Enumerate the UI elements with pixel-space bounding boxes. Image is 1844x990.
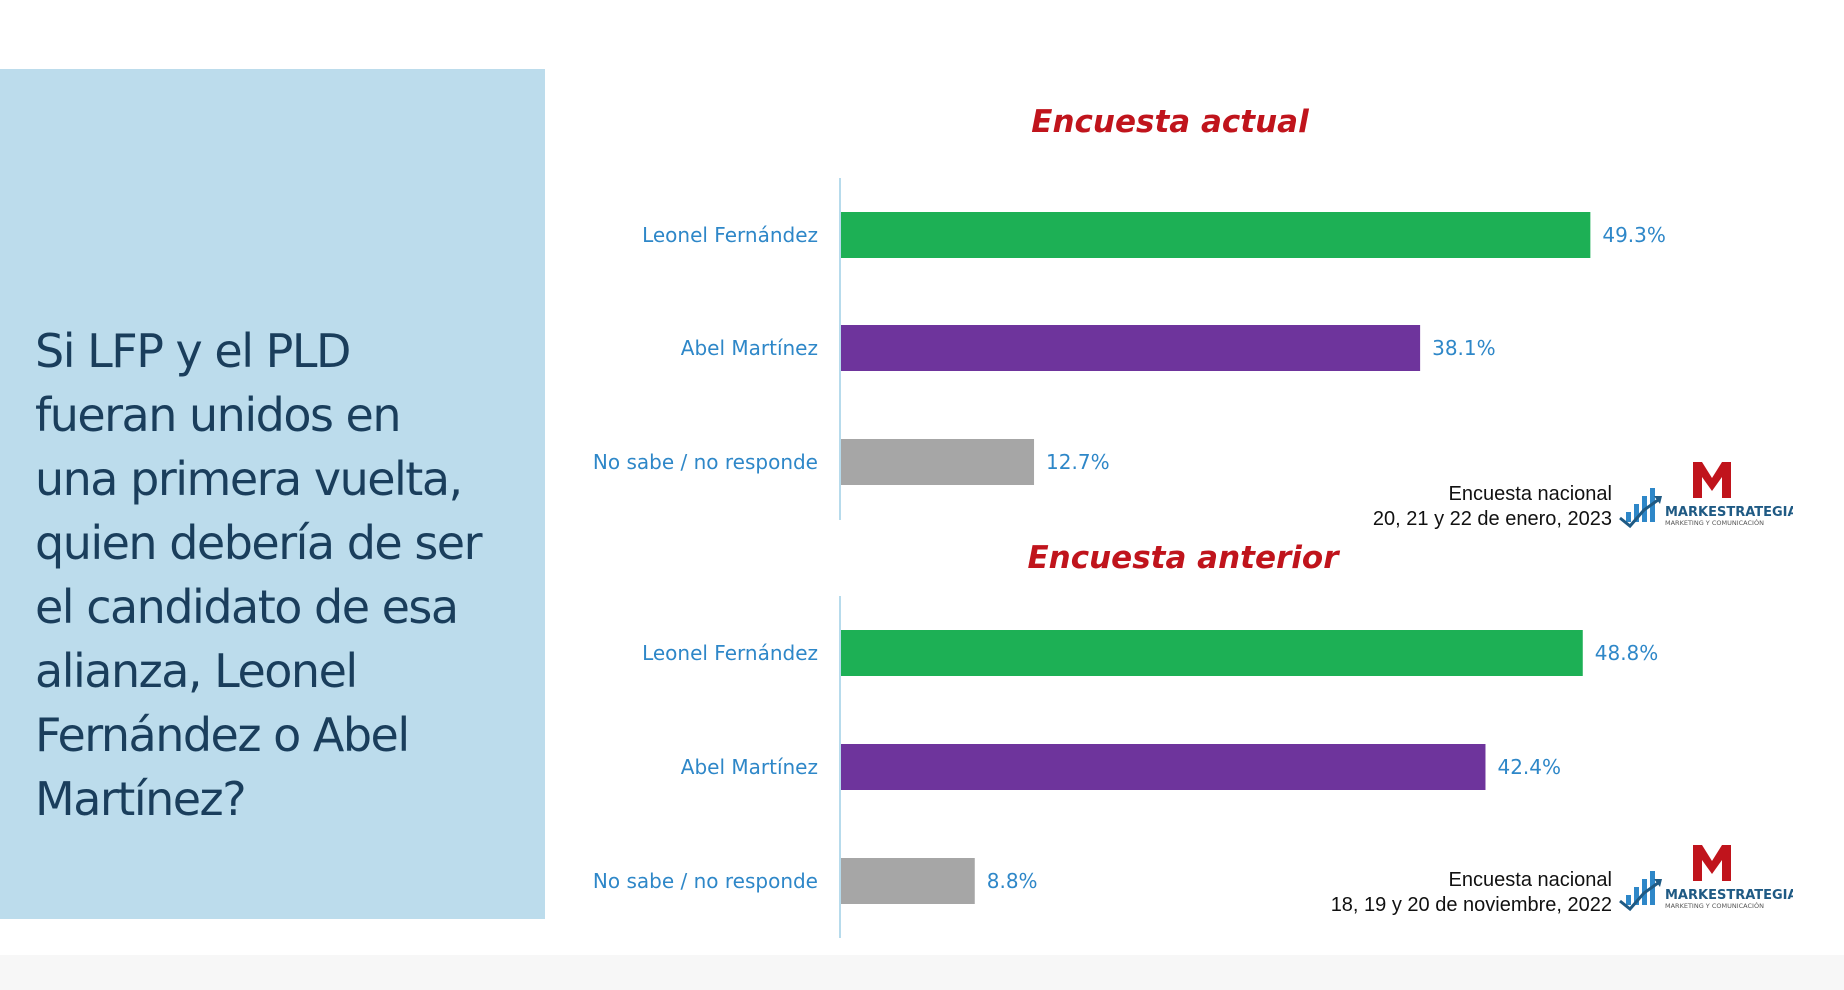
source-line-2: 18, 19 y 20 de noviembre, 2022 — [1330, 894, 1612, 916]
logo-name: MARKESTRATEGIA — [1665, 888, 1793, 903]
logo-name: MARKESTRATEGIA — [1665, 505, 1793, 520]
logo-tagline: MARKETING Y COMUNICACIÓN — [1665, 518, 1764, 527]
value-label: 12.7% — [1046, 450, 1110, 474]
bar — [841, 858, 975, 904]
source-line-1: Encuesta nacional — [1448, 869, 1612, 891]
logo-tagline: MARKETING Y COMUNICACIÓN — [1665, 901, 1764, 910]
category-label: Abel Martínez — [681, 336, 818, 360]
value-label: 8.8% — [987, 869, 1038, 893]
markestrategia-logo: MARKESTRATEGIA MARKETING Y COMUNICACIÓN — [1619, 462, 1793, 529]
category-label: Abel Martínez — [681, 755, 818, 779]
source-note-anterior: Encuesta nacional 18, 19 y 20 de noviemb… — [1212, 868, 1612, 918]
source-line-2: 20, 21 y 22 de enero, 2023 — [1372, 508, 1612, 530]
chart-title-anterior: Encuesta anterior — [1027, 540, 1339, 576]
bar — [841, 325, 1421, 371]
bar-chart-anterior: Leonel Fernández 48.8% Abel Martínez 42.4% N… — [593, 596, 1658, 938]
source-note-actual: Encuesta nacional 20, 21 y 22 de enero, … — [1212, 482, 1612, 532]
value-label: 38.1% — [1432, 336, 1496, 360]
value-label: 42.4% — [1497, 755, 1561, 779]
bottom-band — [0, 955, 1844, 990]
value-label: 48.8% — [1595, 641, 1659, 665]
category-label: No sabe / no responde — [593, 869, 818, 893]
category-label: Leonel Fernández — [642, 641, 818, 665]
markestrategia-logo: MARKESTRATEGIA MARKETING Y COMUNICACIÓN — [1619, 845, 1793, 912]
question-panel: Si LFP y el PLD fueran unidos en una pri… — [0, 69, 545, 919]
bar — [841, 744, 1486, 790]
category-label: No sabe / no responde — [593, 450, 818, 474]
question-text: Si LFP y el PLD fueran unidos en una pri… — [35, 324, 483, 826]
bar — [841, 630, 1583, 676]
value-label: 49.3% — [1602, 223, 1666, 247]
bar — [841, 439, 1035, 485]
bar — [841, 212, 1591, 258]
chart-title-actual: Encuesta actual — [1031, 104, 1309, 140]
source-line-1: Encuesta nacional — [1448, 483, 1612, 505]
category-label: Leonel Fernández — [642, 223, 818, 247]
bar-chart-actual: Leonel Fernández 49.3% Abel Martínez 38.1% N… — [593, 178, 1666, 520]
